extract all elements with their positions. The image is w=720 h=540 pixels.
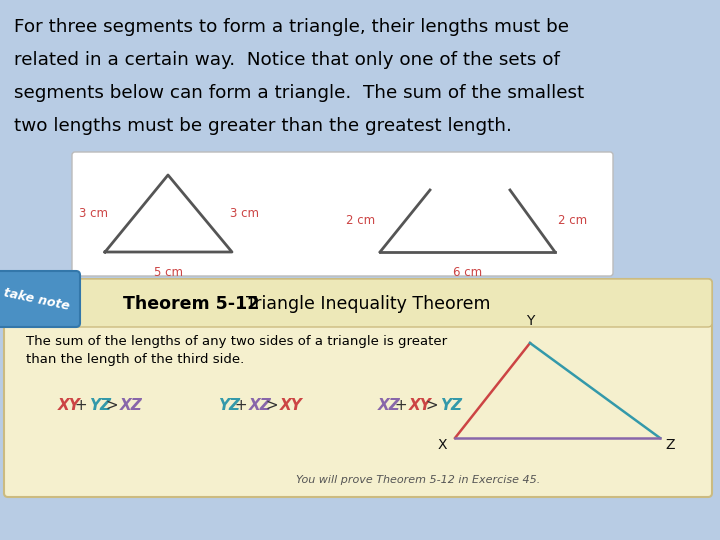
FancyBboxPatch shape xyxy=(4,279,712,327)
Text: YZ: YZ xyxy=(440,398,462,413)
Text: +: + xyxy=(390,398,413,413)
Text: XY: XY xyxy=(280,398,302,413)
Text: XY: XY xyxy=(409,398,432,413)
Text: take note: take note xyxy=(3,287,71,313)
Text: 3 cm: 3 cm xyxy=(79,207,108,220)
Text: YZ: YZ xyxy=(218,398,240,413)
Text: >: > xyxy=(421,398,444,413)
Text: XZ: XZ xyxy=(249,398,271,413)
Text: 2 cm: 2 cm xyxy=(346,214,375,227)
Text: The sum of the lengths of any two sides of a triangle is greater: The sum of the lengths of any two sides … xyxy=(26,335,447,348)
Text: For three segments to form a triangle, their lengths must be: For three segments to form a triangle, t… xyxy=(14,18,569,36)
Text: 2 cm: 2 cm xyxy=(558,214,587,227)
Text: Z: Z xyxy=(665,438,675,452)
Text: 5 cm: 5 cm xyxy=(154,266,183,279)
Text: >: > xyxy=(261,398,284,413)
Text: two lengths must be greater than the greatest length.: two lengths must be greater than the gre… xyxy=(14,117,512,135)
FancyBboxPatch shape xyxy=(4,279,712,497)
Text: XZ: XZ xyxy=(378,398,401,413)
Text: X: X xyxy=(438,438,447,452)
Text: Triangle Inequality Theorem: Triangle Inequality Theorem xyxy=(235,295,490,313)
Text: Theorem 5-12: Theorem 5-12 xyxy=(123,295,259,313)
Text: You will prove Theorem 5-12 in Exercise 45.: You will prove Theorem 5-12 in Exercise … xyxy=(296,475,540,485)
Text: related in a certain way.  Notice that only one of the sets of: related in a certain way. Notice that on… xyxy=(14,51,560,69)
Text: 3 cm: 3 cm xyxy=(230,207,259,220)
FancyBboxPatch shape xyxy=(0,271,80,327)
Text: +: + xyxy=(71,398,93,413)
Text: XY: XY xyxy=(58,398,81,413)
Text: than the length of the third side.: than the length of the third side. xyxy=(26,353,244,366)
Text: 6 cm: 6 cm xyxy=(453,266,482,279)
Text: XZ: XZ xyxy=(120,398,143,413)
Text: +: + xyxy=(230,398,253,413)
Text: >: > xyxy=(102,398,124,413)
Text: Y: Y xyxy=(526,314,534,328)
Text: YZ: YZ xyxy=(89,398,111,413)
FancyBboxPatch shape xyxy=(72,152,613,276)
Text: segments below can form a triangle.  The sum of the smallest: segments below can form a triangle. The … xyxy=(14,84,584,102)
